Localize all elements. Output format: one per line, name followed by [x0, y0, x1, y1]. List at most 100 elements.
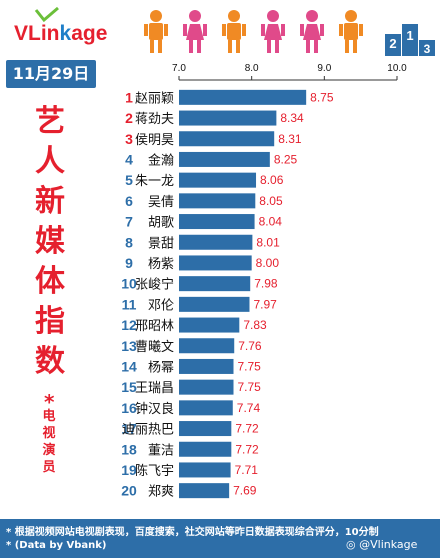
rank-label: 7	[125, 214, 133, 230]
bar	[179, 338, 235, 354]
rank-label: 3	[125, 131, 133, 147]
footer-note-1: * 根据视频网站电视剧表现，百度搜索，社交网站等昨日数据表现综合评分，10分制	[6, 527, 379, 538]
date-badge: 11月29日	[6, 60, 96, 88]
svg-text:3: 3	[424, 42, 431, 56]
rank-label: 2	[125, 110, 133, 126]
bar	[179, 110, 277, 126]
x-tick-label: 10.0	[387, 63, 407, 74]
title-char: 艺	[35, 104, 65, 139]
svg-text:2: 2	[389, 36, 396, 51]
weibo-watermark: ◎ @Vlinkage	[346, 538, 418, 551]
artist-name: 金瀚	[148, 152, 174, 168]
logo-text: VLinkage	[14, 22, 108, 45]
bar	[179, 421, 232, 437]
subtitle-char: 员	[42, 460, 56, 475]
value-label: 7.75	[238, 359, 262, 373]
value-label: 7.76	[238, 339, 262, 353]
artist-name: 邓伦	[148, 298, 174, 313]
title-char: 数	[35, 344, 65, 379]
bar-row: 9 杨紫 8.00	[125, 255, 279, 272]
rank-label: 13	[121, 338, 137, 354]
rank-label: 1	[125, 89, 133, 105]
x-tick-label: 8.0	[245, 63, 259, 74]
artist-name: 蒋劲夫	[135, 112, 174, 127]
person-icon	[144, 10, 168, 53]
bar	[179, 234, 253, 250]
value-label: 7.71	[235, 463, 259, 477]
artist-name: 胡歌	[148, 216, 174, 231]
bar	[179, 483, 230, 499]
rank-label: 6	[125, 193, 133, 209]
title-char: 体	[35, 264, 65, 299]
person-icon	[183, 10, 207, 53]
rank-label: 9	[125, 255, 133, 271]
value-label: 8.04	[259, 215, 283, 229]
bar	[179, 276, 251, 292]
bar-row: 6 吴倩 8.05	[125, 193, 283, 210]
value-label: 7.83	[243, 318, 267, 332]
rank-label: 18	[121, 441, 137, 457]
logo-check-mark	[34, 6, 59, 23]
subtitle-char: 电	[42, 409, 56, 424]
value-label: 7.72	[235, 422, 259, 436]
people-icons	[144, 10, 363, 53]
bar	[179, 358, 234, 374]
bar	[179, 255, 252, 271]
value-label: 7.75	[238, 380, 262, 394]
artist-name: 赵丽颖	[135, 91, 174, 106]
artist-name: 吴倩	[148, 195, 174, 210]
artist-name: 郑爽	[148, 485, 174, 500]
value-label: 8.75	[310, 90, 334, 104]
bar	[179, 400, 233, 416]
title-char: 指	[35, 304, 65, 339]
title-char: 媒	[35, 224, 65, 259]
artist-name: 曹曦文	[135, 339, 174, 355]
bar	[179, 296, 250, 312]
bar	[179, 151, 270, 167]
value-label: 7.72	[235, 442, 259, 456]
title-char: 人	[35, 144, 65, 179]
artist-name: 侯明昊	[135, 133, 174, 148]
bar-row: 7 胡歌 8.04	[125, 214, 282, 231]
rank-label: 15	[121, 379, 137, 395]
bar	[179, 441, 232, 457]
bar	[179, 462, 231, 478]
bar-row: 2 蒋劲夫 8.34	[125, 110, 304, 127]
artist-name: 王瑞昌	[135, 381, 174, 396]
bar-row: 20 郑爽 7.69	[121, 483, 257, 500]
bar-row: 14 杨幂 7.75	[121, 358, 261, 375]
rank-label: 12	[121, 317, 137, 333]
artist-name: 董洁	[148, 443, 174, 458]
rank-label: 10	[121, 276, 137, 292]
x-tick-label: 7.0	[172, 63, 186, 74]
rank-label: 19	[121, 462, 137, 478]
bar	[179, 131, 275, 147]
star-note: *	[44, 390, 55, 414]
artist-name: 迪丽热巴	[122, 423, 174, 438]
footer-bar	[0, 519, 440, 558]
person-icon	[261, 10, 285, 53]
value-label: 8.00	[256, 256, 280, 270]
bar-row: 5 朱一龙 8.06	[125, 172, 284, 189]
artist-name: 朱一龙	[135, 174, 174, 189]
value-label: 8.25	[274, 152, 298, 166]
value-label: 7.98	[254, 277, 278, 291]
artist-name: 张峻宁	[135, 277, 174, 293]
bar-row: 8 景甜 8.01	[125, 234, 280, 251]
person-icon	[222, 10, 246, 53]
value-label: 8.34	[280, 111, 304, 125]
value-label: 8.01	[256, 235, 280, 249]
value-label: 8.05	[259, 194, 283, 208]
bar	[179, 89, 307, 105]
rank-label: 5	[125, 172, 133, 188]
artist-name: 钟汉良	[135, 401, 174, 417]
bar	[179, 172, 257, 188]
person-icon	[339, 10, 363, 53]
title-char: 新	[35, 184, 65, 219]
bar-row: 11 邓伦 7.97	[122, 296, 278, 313]
footer-note-2: * (Data by Vbank)	[6, 540, 107, 551]
rank-label: 8	[125, 234, 133, 250]
